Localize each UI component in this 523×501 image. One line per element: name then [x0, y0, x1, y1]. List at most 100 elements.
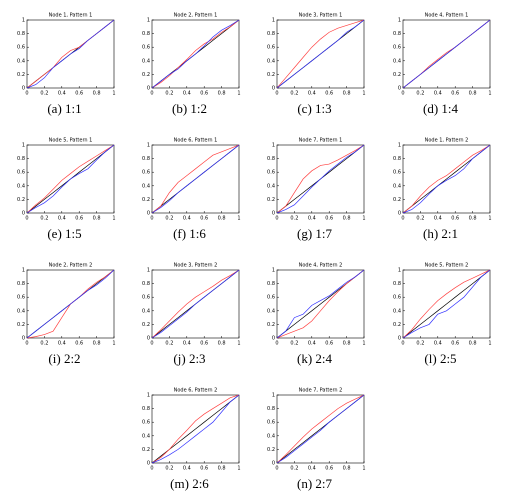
y-tick-label: 0 [398, 86, 401, 92]
x-tick-label: 0.2 [416, 341, 424, 347]
chart-title: Node 3, Pattern 2 [174, 263, 218, 269]
x-tick-label: 0.6 [451, 341, 459, 347]
x-tick-label: 0.8 [93, 341, 101, 347]
x-tick-label: 0.8 [218, 216, 226, 222]
x-tick-label: 0.6 [325, 216, 333, 222]
y-tick-label: 0.8 [17, 281, 25, 287]
y-tick-label: 1 [398, 268, 401, 274]
series-line [151, 394, 240, 464]
y-tick-label: 0.6 [393, 295, 401, 301]
y-tick-label: 0.2 [142, 447, 150, 453]
x-tick-label: 0.8 [469, 341, 477, 347]
y-tick-label: 0.2 [267, 447, 275, 453]
y-tick-label: 0.6 [393, 170, 401, 176]
y-tick-label: 1 [147, 18, 150, 24]
plot-frame [26, 144, 115, 214]
y-tick-label: 0 [22, 336, 25, 342]
x-tick-label: 1 [237, 91, 240, 97]
y-tick-label: 0.6 [267, 295, 275, 301]
y-tick-label: 0.6 [267, 170, 275, 176]
caption: (b) 1:2 [172, 101, 207, 116]
x-tick-label: 0.8 [343, 216, 351, 222]
y-tick-label: 0.2 [267, 197, 275, 203]
y-tick-label: 0.4 [142, 308, 150, 314]
x-tick-label: 0 [401, 341, 404, 347]
caption: (h) 2:1 [423, 226, 458, 241]
x-tick-label: 0.6 [325, 91, 333, 97]
series-line [26, 19, 115, 89]
x-tick-label: 0.6 [75, 341, 83, 347]
x-tick-label: 0.4 [434, 91, 442, 97]
x-tick-label: 0.2 [165, 341, 173, 347]
x-tick-label: 0.8 [93, 216, 101, 222]
series-line [26, 144, 115, 214]
chart-title: Node 3, Pattern 1 [299, 13, 343, 19]
plot-frame [151, 144, 240, 214]
y-tick-label: 0.4 [393, 308, 401, 314]
y-tick-label: 1 [272, 268, 275, 274]
x-tick-label: 0.6 [75, 91, 83, 97]
x-tick-label: 0.4 [183, 341, 191, 347]
y-tick-label: 0.6 [142, 420, 150, 426]
series-line [276, 19, 365, 89]
x-tick-label: 1 [237, 216, 240, 222]
x-tick-label: 0.8 [469, 216, 477, 222]
chart-title: Node 6, Pattern 2 [174, 388, 218, 394]
y-tick-label: 0 [398, 336, 401, 342]
y-tick-label: 0.8 [267, 156, 275, 162]
caption: (c) 1:3 [297, 101, 331, 116]
x-tick-label: 0 [25, 216, 28, 222]
y-tick-label: 0 [147, 86, 150, 92]
y-tick-label: 0.8 [393, 281, 401, 287]
plot-frame [402, 19, 491, 89]
x-tick-label: 0.2 [416, 216, 424, 222]
chart-title: Node 7, Pattern 2 [299, 388, 343, 394]
plot-frame [151, 394, 240, 464]
plot-frame [276, 269, 365, 339]
x-tick-label: 0.6 [451, 91, 459, 97]
y-tick-label: 0.4 [17, 183, 25, 189]
y-tick-label: 0 [147, 211, 150, 217]
series-line [276, 144, 365, 214]
y-tick-label: 0.6 [393, 45, 401, 51]
x-tick-label: 1 [488, 91, 491, 97]
caption: (l) 2:5 [424, 351, 456, 366]
x-tick-label: 1 [488, 341, 491, 347]
y-tick-label: 0.4 [267, 308, 275, 314]
x-tick-label: 0.8 [218, 466, 226, 472]
plot-frame [402, 269, 491, 339]
chart-title: Node 5, Pattern 2 [425, 263, 469, 269]
x-tick-label: 0.4 [183, 216, 191, 222]
y-tick-label: 0.8 [393, 156, 401, 162]
x-tick-label: 1 [112, 91, 115, 97]
x-tick-label: 0.4 [308, 216, 316, 222]
chart-title: Node 2, Pattern 2 [49, 263, 93, 269]
x-tick-label: 0.4 [58, 341, 66, 347]
x-tick-label: 1 [112, 341, 115, 347]
x-tick-label: 0.8 [218, 91, 226, 97]
series-line [276, 394, 365, 464]
x-tick-label: 0.2 [290, 91, 298, 97]
caption: (k) 2:4 [297, 351, 333, 366]
y-tick-label: 1 [272, 18, 275, 24]
y-tick-label: 0.8 [17, 156, 25, 162]
chart-title: Node 1, Pattern 2 [425, 138, 469, 144]
x-tick-label: 0.4 [183, 91, 191, 97]
x-tick-label: 0.4 [58, 216, 66, 222]
x-tick-label: 0.4 [434, 341, 442, 347]
y-tick-label: 0.4 [267, 58, 275, 64]
series-line [402, 269, 491, 339]
x-tick-label: 0.2 [165, 216, 173, 222]
plot-frame [151, 19, 240, 89]
series-line [151, 394, 240, 464]
series-line [276, 394, 365, 464]
series-line [276, 269, 365, 339]
y-tick-label: 0 [22, 211, 25, 217]
x-tick-label: 0 [401, 216, 404, 222]
y-tick-label: 0.2 [393, 322, 401, 328]
series-line [402, 144, 491, 214]
y-tick-label: 0 [147, 461, 150, 467]
x-tick-label: 0.2 [40, 91, 48, 97]
caption: (i) 2:2 [48, 351, 80, 366]
y-tick-label: 0.2 [267, 72, 275, 78]
